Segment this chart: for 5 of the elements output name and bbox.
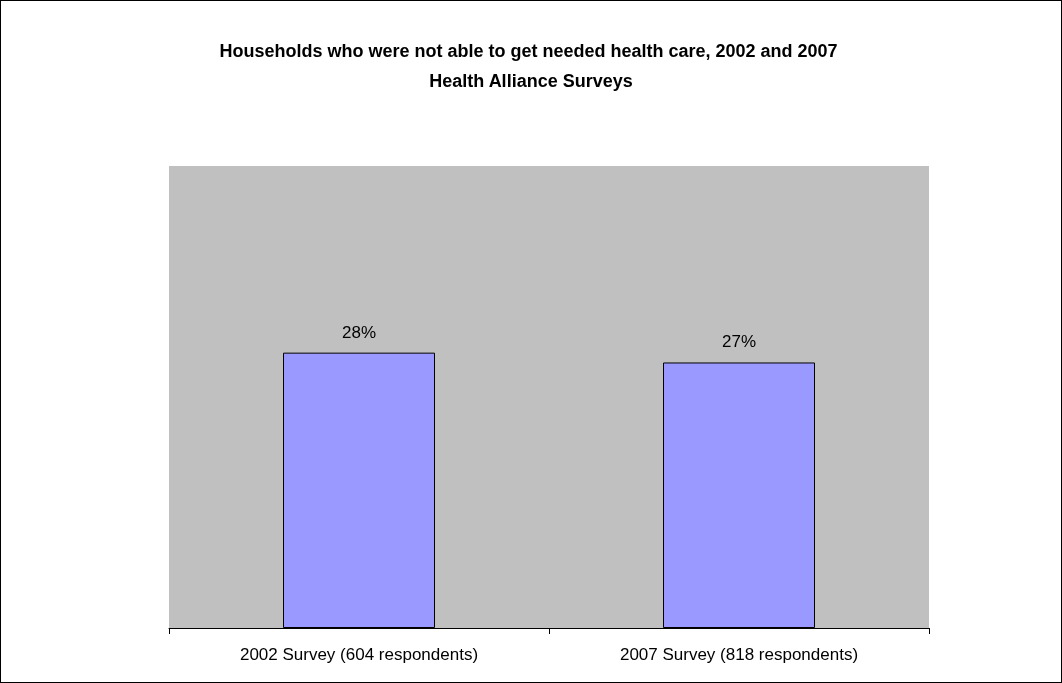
data-label: 28% — [341, 322, 377, 342]
x-tick-label: 2007 Survey (818 respondents) — [619, 645, 859, 664]
chart-title: Households who were not able to get needed health care, 2002 and 2007 Health Alliance Surveys — [219, 41, 843, 91]
x-tick-label: 2002 Survey (604 respondents) — [239, 645, 479, 664]
data-label: 27% — [721, 332, 757, 352]
